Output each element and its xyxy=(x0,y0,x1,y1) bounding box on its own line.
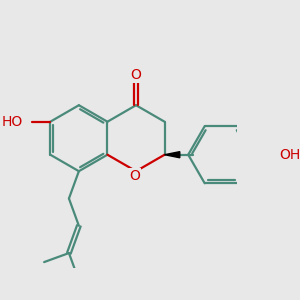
Polygon shape xyxy=(165,152,180,158)
Text: HO: HO xyxy=(2,115,23,129)
Text: O: O xyxy=(129,169,140,183)
Text: O: O xyxy=(130,68,141,82)
Text: OH: OH xyxy=(279,148,300,162)
